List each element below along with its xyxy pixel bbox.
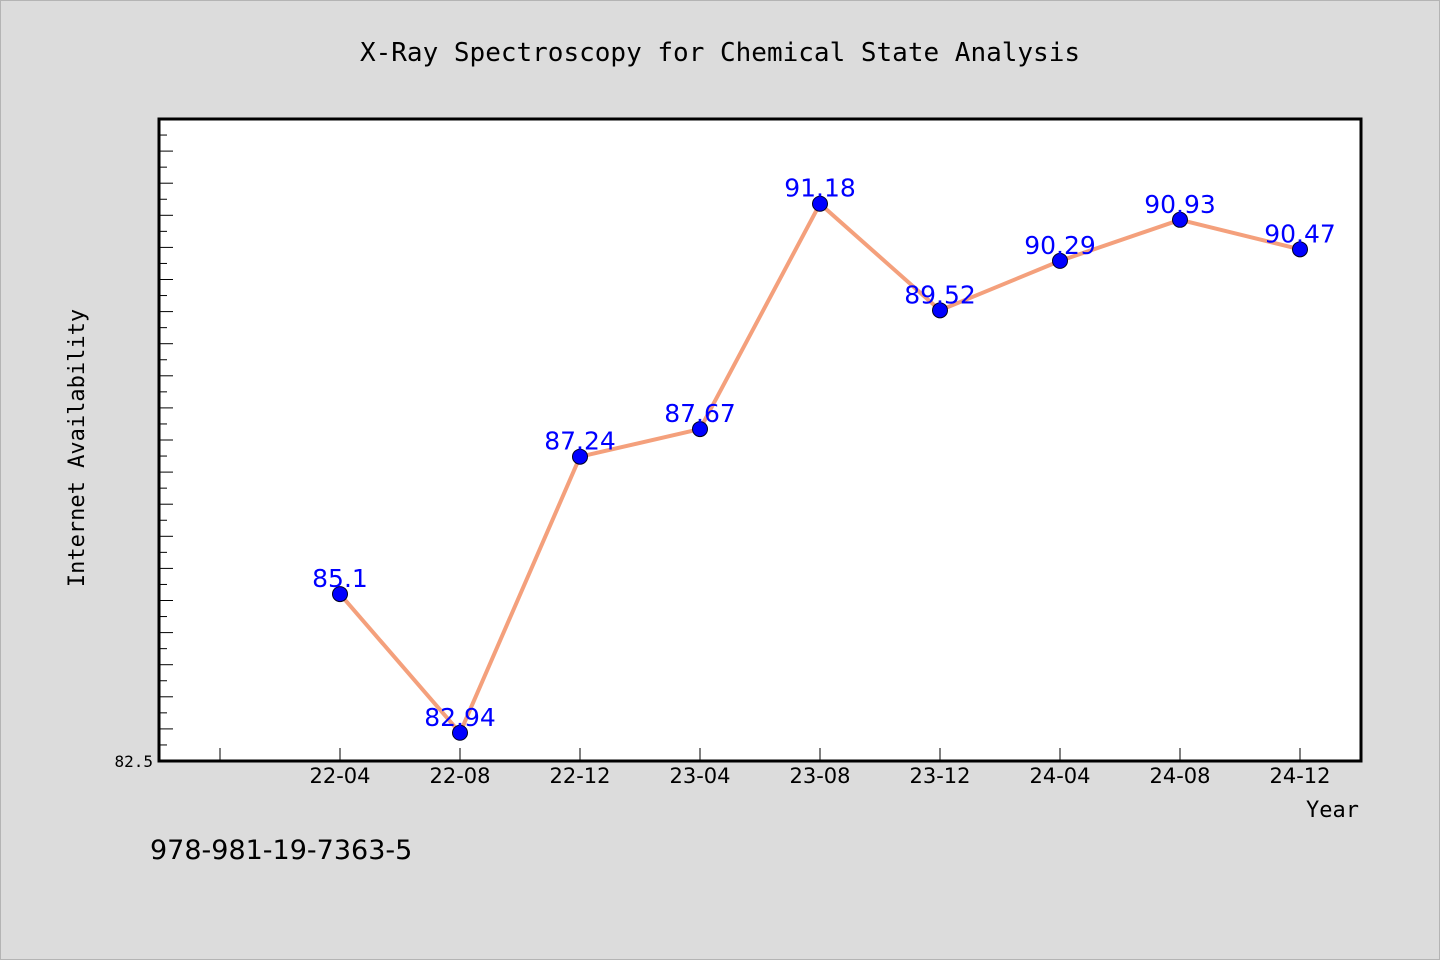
x-axis-ticks: 22-04 22-08 22-12 23-04 23-08 23-12 24-04 24-08…: [219, 748, 1331, 788]
x-tick-label: 22-12: [549, 764, 610, 788]
x-tick-label: 22-04: [309, 764, 370, 788]
data-point: [452, 724, 468, 741]
chart-title: X-Ray Spectroscopy for Chemical State An…: [360, 38, 1080, 68]
x-tick-label: 23-08: [789, 764, 850, 788]
x-axis-label: Year: [1306, 798, 1359, 823]
data-label: 90.47: [1264, 219, 1336, 248]
data-label: 91.18: [784, 174, 856, 203]
data-label: 87.24: [544, 427, 616, 456]
data-point: [1292, 241, 1308, 258]
y-axis-label: Internet Availability: [65, 309, 90, 587]
x-tick-label: 23-12: [909, 764, 970, 788]
data-point: [332, 586, 348, 603]
data-label: 89.52: [904, 280, 976, 309]
data-label: 90.93: [1144, 190, 1216, 219]
x-tick-label: 23-04: [669, 764, 730, 788]
x-tick-label: 24-08: [1149, 764, 1210, 788]
data-labels: 85.1 82.94 87.24 87.67 91.18 89.52 90.29 90.93 9…: [312, 174, 1336, 732]
y-axis-ticks: 82.5: [114, 118, 173, 771]
data-point: [812, 195, 828, 212]
isbn-text: 978-981-19-7363-5: [150, 835, 413, 866]
data-point: [1172, 211, 1188, 228]
data-point: [932, 302, 948, 319]
y-tick-label: 82.5: [114, 752, 153, 771]
series-markers: [332, 195, 1308, 741]
x-tick-label: 24-04: [1029, 764, 1090, 788]
x-tick-label: 22-08: [429, 764, 490, 788]
data-label: 87.67: [664, 399, 736, 428]
x-tick-label: 24-12: [1269, 764, 1330, 788]
data-point: [692, 421, 708, 438]
data-point: [572, 448, 588, 465]
data-label: 82.94: [424, 703, 496, 732]
data-label: 90.29: [1024, 231, 1096, 260]
data-label: 85.1: [312, 564, 368, 593]
data-point: [1052, 252, 1068, 269]
